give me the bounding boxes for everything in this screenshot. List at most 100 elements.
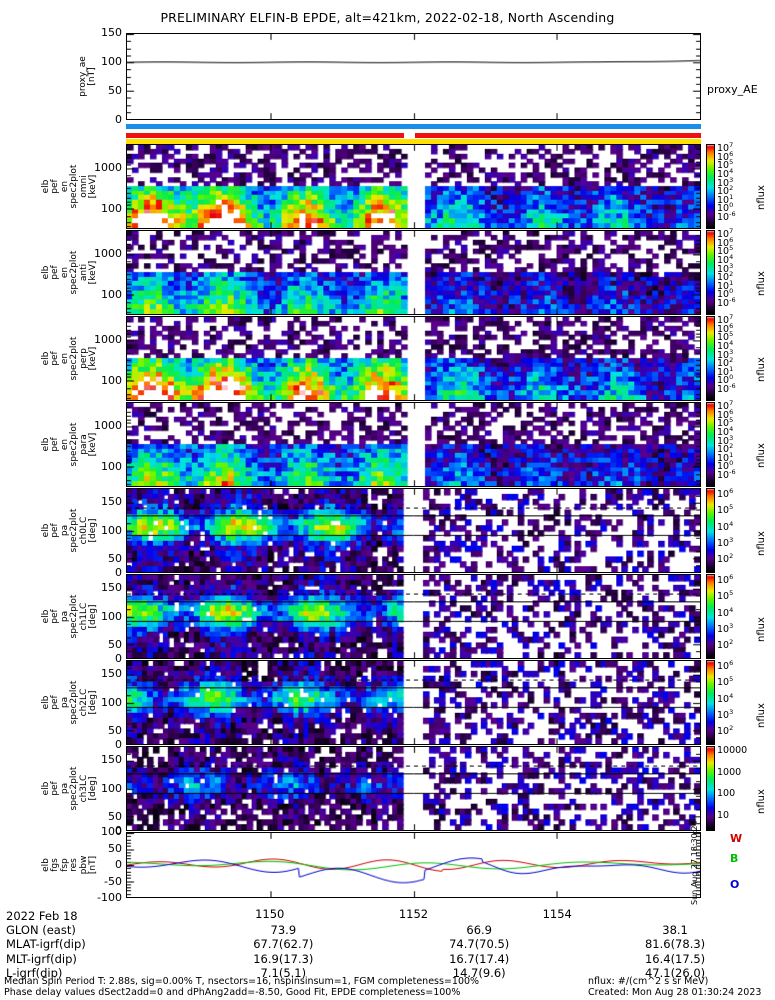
colorbar-tick: 102 [717,356,734,370]
table-row-label: MLT-igrf(dip) [6,951,77,966]
ytick-pitch-ch2: 150 [101,667,122,681]
colorbar-tick: 105 [717,158,734,172]
colorbar-energy-perp [706,316,715,401]
panel-pitch-ch0 [126,488,701,573]
table-cell: 73.9 [270,923,297,938]
ytick-pitch-ch3: 50 [108,809,122,823]
colorbar-tick: 107 [717,399,734,413]
table-row: L-igrf(dip) 7.1(5.1) 14.7(9.6) 47.1(26.0) [6,967,772,979]
colorbar-tick: 104 [717,338,734,353]
colorbar-tick: 100 [717,201,734,215]
panel-fgm-residual [126,832,701,898]
ytick-pitch-ch0: 100 [101,523,122,537]
ytick-pitch-ch2: 50 [108,723,122,737]
table-cell: 74.7(70.5) [449,937,510,952]
colorbar-energy-omni [706,144,715,229]
colorbar-tick: 105 [717,330,734,344]
colorbar-tick: 10 [717,810,730,821]
ytick-pitch-ch3: 150 [101,753,122,767]
colorbar-title-pitch-ch3: nflux [756,789,767,814]
colorbar-tick: 102 [717,442,734,456]
colorbar-tick: 107 [717,313,734,327]
ylabel-energy-para: elb pef en spec2plot para [keV] [40,422,98,467]
vertical-date: Sun Aug 27 18:30:24 [690,820,699,905]
footer-line: nflux: #/(cm^2 s sr MeV) [588,976,709,987]
colorbar-tick: 102 [717,724,734,738]
blue-strip [126,124,701,129]
ytick-fgm: 50 [108,841,122,855]
bottom-axis-table: 2022 Feb 18 1150 1152 1154 GLON (east) 73.9 66… [4,908,774,981]
xtick-label: 1150 [255,907,285,921]
colorbar-title-omni: nflux [756,185,767,211]
colorbar-pitch-ch0 [706,488,715,573]
colorbar-title-para: nflux [756,443,767,469]
colorbar-tick: 103 [717,621,734,635]
colorbar-tick: 106 [717,573,734,587]
ytick-pitch-ch2: 100 [101,695,122,709]
colorbar-tick: 104 [717,519,734,533]
red-strip [126,133,404,138]
colorbar-tick: 104 [717,166,734,181]
footer-line: Phase delay values dSect2add=0 and dPhAn… [4,987,461,998]
colorbar-tick: 105 [717,503,734,517]
red-strip [415,133,701,138]
proxy-ae-right-label: proxy_AE [707,83,758,96]
table-cell: 16.9(17.3) [253,951,314,966]
colorbar-title-anti: nflux [756,271,767,297]
fgm-legend-o: O [730,878,740,891]
ytick-energy-omni: 1000 [94,160,122,174]
panel-energy-anti [126,230,701,315]
ytick-proxy-ae: 150 [101,26,122,39]
ytick-pitch-ch3: 100 [101,781,122,795]
ylabel-energy-omni: elb pef en spec2plot omni [keV] [40,164,98,209]
ytick-pitch-ch0: 0 [115,566,122,579]
ytick-fgm: -100 [97,891,122,904]
colorbar-tick: 103 [717,175,734,189]
ytick-energy-perp: 100 [101,373,122,387]
colorbar-tick: 106 [717,659,734,673]
colorbar-tick: 104 [717,691,734,705]
colorbar-tick: 102 [717,638,734,652]
table-row-label: GLON (east) [6,923,76,938]
ytick-pitch-ch0: 150 [101,495,122,509]
colorbar-tick: 105 [717,244,734,258]
colorbar-tick: 106 [717,321,734,335]
footer-left: Median Spin Period T: 2.88s, sig=0.00% T… [4,976,479,998]
ytick-energy-para: 1000 [94,418,122,432]
colorbar-tick: 102 [717,184,734,198]
ytick-pitch-ch2: 0 [115,738,122,751]
ytick-energy-perp: 1000 [94,332,122,346]
colorbar-tick: 104 [717,605,734,619]
ytick-energy-para: 100 [101,459,122,473]
footer-line: Created: Mon Aug 28 01:30:24 2023 [588,987,762,998]
xtick-label: 1152 [398,907,429,921]
colorbar-tick: 10-6 [717,382,736,396]
colorbar-title-pitch-ch2: nflux [756,703,767,728]
colorbar-tick: 1000 [717,766,742,778]
colorbar-pitch-ch1 [706,574,715,659]
colorbar-tick: 107 [717,227,734,241]
colorbar-tick: 102 [717,552,734,566]
table-cell: 81.6(78.3) [644,937,706,952]
ytick-fgm: 0 [115,858,122,871]
ytick-fgm: -50 [104,874,122,888]
table-cell: 14.7(9.6) [452,965,506,980]
table-row-label: MLAT-igrf(dip) [6,937,86,952]
colorbar-tick: 101 [717,278,734,292]
colorbar-tick: 100 [717,459,734,473]
ytick-energy-anti: 1000 [94,246,122,260]
colorbar-tick: 103 [717,707,734,721]
colorbar-tick: 104 [717,424,734,439]
colorbar-tick: 105 [717,416,734,430]
table-row: MLT-igrf(dip) 16.9(17.3) 16.7(17.4) 16.4(17… [6,951,772,966]
colorbar-pitch-ch2 [706,660,715,745]
colorbar-tick: 10-6 [717,296,736,310]
panel-pitch-ch3 [126,746,701,831]
colorbar-pitch-ch3 [706,746,715,831]
table-cell: 66.9 [466,923,492,938]
table-row: GLON (east) 73.9 66.9 38.1 [6,924,772,936]
ytick-energy-omni: 100 [101,201,122,215]
colorbar-tick: 103 [717,261,734,275]
ytick-pitch-ch3: 0 [115,824,122,837]
table-cell: 67.7(62.7) [253,937,314,952]
